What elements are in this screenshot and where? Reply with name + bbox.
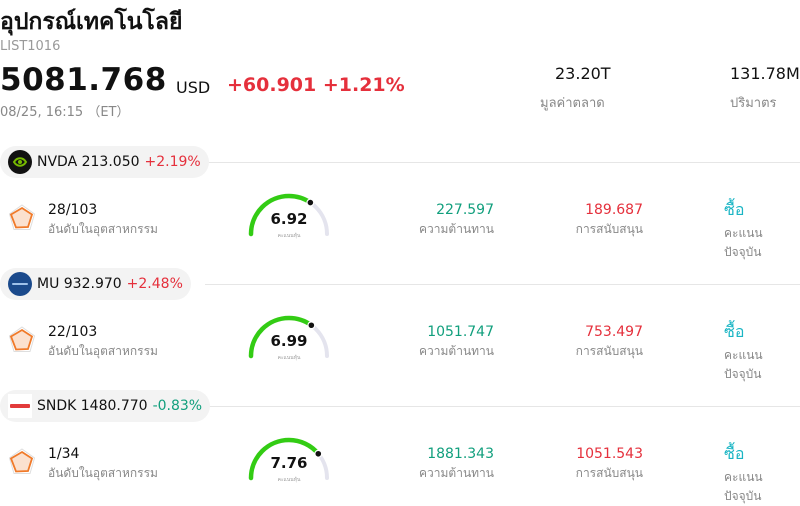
industry-rank-label: อันดับในอุตสาหกรรม [48, 344, 158, 358]
support-value: 1051.543 [576, 446, 643, 462]
stock-chip[interactable]: MU 932.970 +2.48% [0, 268, 191, 300]
sandisk-logo-icon [8, 394, 32, 418]
currency-label: USD [176, 78, 211, 97]
rating-value[interactable]: ซื้อ [724, 444, 745, 463]
rating-value[interactable]: ซื้อ [724, 200, 745, 219]
market-cap-value: 23.20T [555, 64, 611, 83]
score-gauge [248, 193, 330, 237]
section-divider [205, 162, 800, 163]
resistance-value: 227.597 [436, 202, 494, 218]
rating-label: คะแนนปัจจุบัน [724, 470, 763, 503]
resistance-label: ความต้านทาน [419, 344, 494, 358]
rating-value[interactable]: ซื้อ [724, 322, 745, 341]
volume-label: ปริมาตร [730, 96, 777, 111]
index-change: +60.901 +1.21% [227, 74, 405, 96]
industry-rank: 22/103 [48, 324, 98, 340]
rating-label: คะแนนปัจจุบัน [724, 348, 763, 381]
stock-group: MU 932.970 +2.48% 22/103 อันดับในอุตสาหก… [0, 262, 800, 384]
index-price: 5081.768 [0, 62, 167, 98]
stock-change: -0.83% [152, 398, 203, 414]
industry-rank-label: อันดับในอุตสาหกรรม [48, 466, 158, 480]
volume-value: 131.78M [730, 64, 800, 83]
support-label: การสนับสนุน [575, 466, 643, 480]
stock-symbol-price: NVDA 213.050 [37, 154, 140, 170]
stock-chip[interactable]: SNDK 1480.770 -0.83% [0, 390, 211, 422]
score-gauge [248, 315, 330, 359]
index-code: LIST1016 [0, 39, 61, 54]
resistance-value: 1881.343 [427, 446, 494, 462]
support-value: 753.497 [585, 324, 643, 340]
market-cap-label: มูลค่าตลาด [540, 96, 605, 111]
industry-rank-label: อันดับในอุตสาหกรรม [48, 222, 158, 236]
resistance-label: ความต้านทาน [419, 222, 494, 236]
section-divider [205, 284, 800, 285]
support-label: การสนับสนุน [575, 222, 643, 236]
stock-score-label: คะแนนหุ้น [277, 477, 301, 483]
stock-change: +2.19% [144, 154, 201, 170]
support-value: 189.687 [585, 202, 643, 218]
page-title: อุปกรณ์เทคโนโลยี [0, 9, 183, 35]
resistance-label: ความต้านทาน [419, 466, 494, 480]
radar-chart-icon [8, 326, 36, 352]
industry-rank: 28/103 [48, 202, 98, 218]
support-label: การสนับสนุน [575, 344, 643, 358]
stock-group: NVDA 213.050 +2.19% 28/103 อันดับในอุตสา… [0, 140, 800, 262]
timestamp: 08/25, 16:15 （ET） [0, 105, 130, 120]
radar-chart-icon [8, 204, 36, 230]
stock-symbol-price: MU 932.970 [37, 276, 122, 292]
stock-score: 7.76 [270, 454, 308, 472]
stock-chip[interactable]: NVDA 213.050 +2.19% [0, 146, 209, 178]
resistance-value: 1051.747 [427, 324, 494, 340]
industry-rank: 1/34 [48, 446, 80, 462]
radar-chart-icon [8, 448, 36, 474]
stock-group: SNDK 1480.770 -0.83% 1/34 อันดับในอุตสาห… [0, 384, 800, 506]
micron-logo-icon [8, 272, 32, 296]
stock-score-label: คะแนนหุ้น [277, 355, 301, 361]
section-divider [205, 406, 800, 407]
stock-score: 6.99 [270, 332, 308, 350]
stock-symbol-price: SNDK 1480.770 [37, 398, 148, 414]
stock-score: 6.92 [270, 210, 308, 228]
stock-score-label: คะแนนหุ้น [277, 233, 301, 239]
nvidia-logo-icon [8, 150, 32, 174]
stock-change: +2.48% [126, 276, 183, 292]
rating-label: คะแนนปัจจุบัน [724, 226, 763, 259]
score-gauge [248, 437, 330, 481]
